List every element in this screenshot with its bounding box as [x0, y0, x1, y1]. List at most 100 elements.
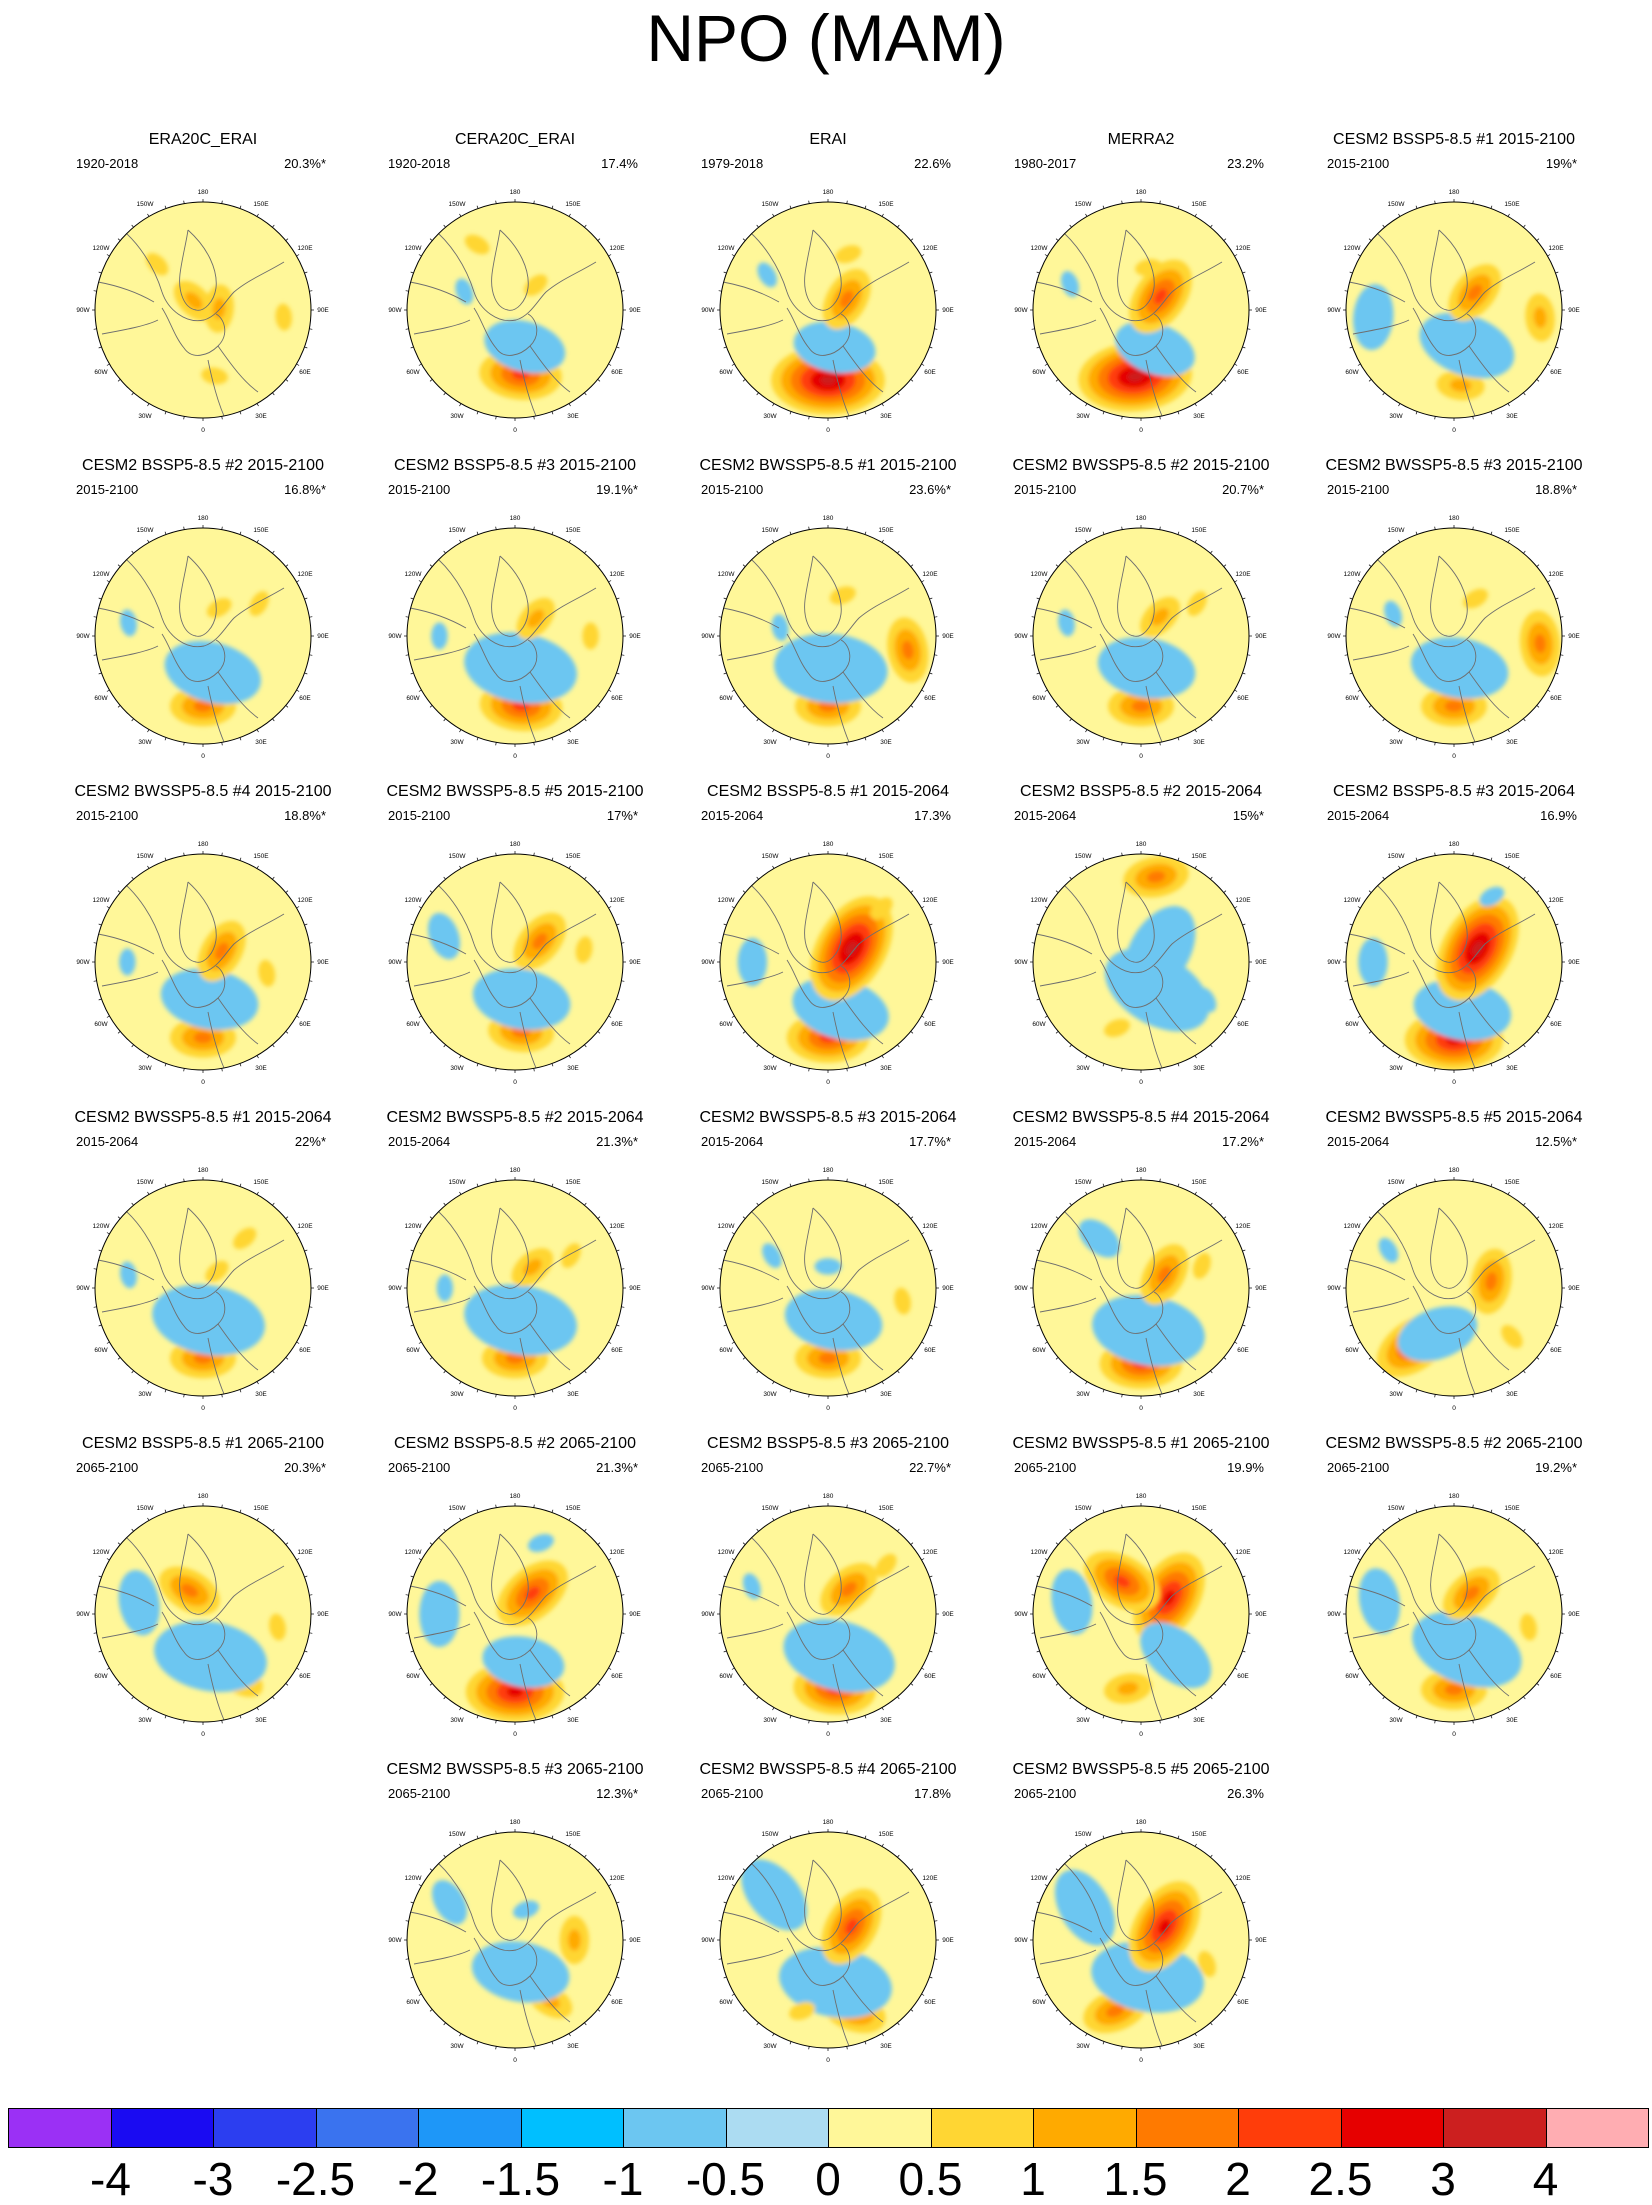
lon-tick — [934, 1306, 938, 1308]
lon-tick — [881, 729, 884, 733]
lon-tick — [533, 1830, 535, 1834]
colorbar-tick-label: -2 — [397, 2153, 439, 2205]
lon-label: 90W — [388, 1937, 402, 1944]
lon-tick — [1398, 539, 1401, 543]
anomaly-contour — [1485, 1272, 1498, 1291]
lon-label: 30E — [255, 739, 267, 746]
coastline — [1099, 1285, 1164, 1334]
coastline — [832, 997, 884, 1069]
lon-tick — [1121, 1504, 1123, 1508]
lon-tick — [495, 1394, 497, 1398]
anomaly-contour — [180, 1583, 199, 1598]
lon-tick — [1102, 1715, 1105, 1719]
lon-label: 60E — [924, 1999, 936, 2006]
coastline — [786, 1285, 851, 1334]
panel-variance-explained: 21.3%* — [596, 1134, 638, 1149]
lon-tick — [1102, 1389, 1105, 1393]
lon-label: 120E — [1548, 245, 1564, 252]
lon-tick — [304, 271, 308, 274]
lon-tick — [1560, 328, 1564, 330]
lon-tick — [1044, 363, 1048, 366]
anomaly-contour — [845, 941, 858, 956]
lon-tick — [846, 200, 848, 204]
lon-label: 30W — [1076, 413, 1090, 420]
lon-tick — [1102, 1183, 1105, 1187]
lon-tick — [1547, 580, 1551, 583]
lon-tick — [1242, 1976, 1246, 1979]
coastline — [1412, 1611, 1477, 1660]
lon-tick — [921, 1341, 925, 1344]
lon-tick — [410, 271, 414, 274]
lon-tick — [742, 890, 746, 893]
lon-tick — [597, 890, 601, 893]
anomaly-contour — [1358, 937, 1388, 987]
coastline — [119, 879, 285, 974]
lon-tick — [1523, 1696, 1526, 1700]
anomaly-field — [762, 1243, 911, 1379]
lon-tick — [1121, 1178, 1123, 1182]
lon-tick — [731, 1015, 735, 1018]
lon-label: 90W — [1327, 1611, 1341, 1618]
coastline — [1099, 633, 1164, 682]
lon-tick — [405, 942, 409, 944]
panel-variance-explained: 23.2% — [1227, 156, 1264, 171]
lon-tick — [1357, 1232, 1361, 1235]
lon-tick — [772, 213, 775, 217]
coastline — [1370, 1531, 1536, 1626]
coastline — [1117, 229, 1155, 311]
lon-tick — [1102, 411, 1105, 415]
lon-tick — [1036, 672, 1040, 675]
colorbar-swatch — [1135, 2108, 1239, 2148]
lon-tick — [476, 1835, 479, 1839]
lon-label: 0 — [1452, 753, 1456, 760]
lon-tick — [1044, 1884, 1048, 1887]
colorbar-tick-label: 1 — [1020, 2153, 1046, 2205]
anomaly-contour — [1117, 1681, 1139, 1696]
lon-tick — [1472, 1504, 1474, 1508]
lon-tick — [256, 865, 259, 869]
lon-tick — [1036, 1324, 1040, 1327]
lon-label: 180 — [198, 1493, 209, 1500]
lon-tick — [723, 998, 727, 1001]
lon-label: 90W — [76, 959, 90, 966]
coastline — [1057, 879, 1223, 974]
lon-tick — [1555, 1249, 1559, 1252]
coastline — [1370, 553, 1536, 648]
lon-label: 90E — [317, 307, 329, 314]
colorbar-tick-label: -1.5 — [480, 2153, 561, 2205]
lon-tick — [106, 363, 110, 366]
lon-tick — [285, 890, 289, 893]
lon-label: 30E — [1193, 739, 1205, 746]
anomaly-contour — [561, 1243, 581, 1268]
lon-tick — [1547, 689, 1551, 692]
lon-tick — [921, 580, 925, 583]
colorbar-tick-label: 4 — [1532, 2153, 1559, 2205]
lon-tick — [910, 379, 914, 382]
lon-tick — [1434, 742, 1436, 746]
panel-period: 2065-2100 — [1327, 1460, 1390, 1475]
lon-label: 150E — [253, 527, 269, 534]
lon-tick — [459, 403, 462, 407]
lon-tick — [584, 1696, 587, 1700]
lon-label: 150W — [1388, 201, 1406, 208]
lon-tick — [568, 403, 571, 407]
lon-tick — [1242, 923, 1246, 926]
lon-tick — [1415, 1715, 1418, 1719]
lon-tick — [117, 1216, 121, 1219]
lon-label: 150E — [565, 853, 581, 860]
lon-label: 30E — [1193, 2043, 1205, 2050]
lon-tick — [929, 597, 933, 600]
lon-label: 30W — [450, 1391, 464, 1398]
lon-tick — [1344, 654, 1348, 656]
lon-tick — [1507, 213, 1510, 217]
lon-tick — [429, 1216, 433, 1219]
anomaly-contour — [484, 320, 566, 373]
coastlines — [1035, 227, 1223, 417]
lon-label: 150E — [878, 1831, 894, 1838]
lon-label: 30W — [450, 413, 464, 420]
lon-label: 120E — [1235, 1549, 1251, 1556]
lon-tick — [597, 1542, 601, 1545]
lon-tick — [1368, 238, 1372, 241]
lon-tick — [864, 1063, 867, 1067]
